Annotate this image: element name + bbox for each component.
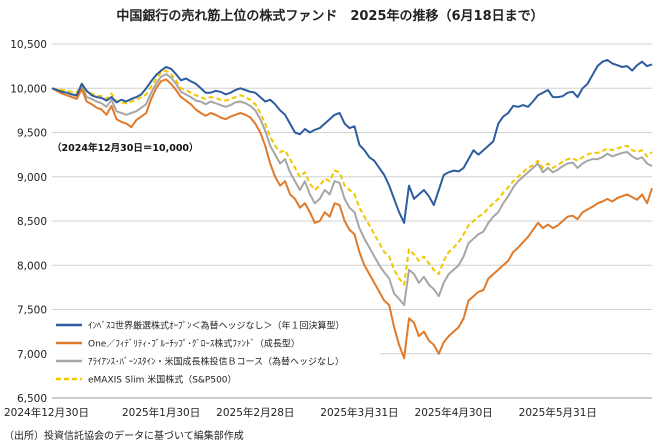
x-axis: 2024年12月30日 2025年1月30日 2025年2月28日 2025年3月31…: [4, 397, 652, 419]
y-tick-label: 9,500: [17, 128, 47, 140]
y-axis: 6,500 7,000 7,500 8,000 8,500 9,000 9,500 10,00…: [10, 39, 47, 405]
y-tick-label: 6,500: [17, 393, 47, 405]
x-tick-label: 2025年2月28日: [216, 406, 294, 419]
series-group: [51, 58, 653, 360]
chart-title: 中国銀行の売れ筋上位の株式ファンド 2025年の推移（6月18日まで）: [116, 8, 543, 24]
y-tick-label: 8,500: [17, 216, 47, 228]
series-line-3: [51, 73, 653, 307]
y-tick-label: 10,500: [10, 39, 47, 51]
x-tick-label: 2025年4月30日: [415, 406, 493, 419]
series-line-2: [51, 78, 653, 360]
legend-label-3: ｱﾗｲｱﾝｽ･ﾊﾞｰﾝｽﾀｲﾝ・米国成長株投信Ｂコース（為替ヘッジなし）: [88, 356, 344, 368]
series-line-1: [51, 58, 653, 224]
x-tick-label: 2025年1月30日: [122, 406, 200, 419]
baseline-note: （2024年12月30日＝10,000）: [52, 142, 199, 154]
source-note: （出所）投資信託協会のデータに基づいて編集部作成: [4, 429, 244, 442]
legend: ｲﾝﾍﾞｽｺ世界厳選株式ｵｰﾌﾟﾝ＜為替ヘッジなし＞（年１回決算型） One／ﾌｨ…: [56, 320, 345, 386]
x-tick-label: 2025年5月31日: [519, 406, 597, 419]
x-tick-label: 2025年3月31日: [320, 406, 398, 419]
legend-label-1: ｲﾝﾍﾞｽｺ世界厳選株式ｵｰﾌﾟﾝ＜為替ヘッジなし＞（年１回決算型）: [88, 320, 345, 332]
y-tick-label: 8,000: [17, 260, 47, 272]
x-tick-label: 2024年12月30日: [4, 406, 89, 419]
legend-label-2: One／ﾌｨﾃﾞﾘﾃｨ･ﾌﾞﾙｰﾁｯﾌﾟ･ｸﾞﾛｰｽ株式ﾌｧﾝﾄﾞ（成長型）: [88, 338, 300, 350]
legend-label-4: eMAXIS Slim 米国株式（S&P500）: [88, 374, 237, 386]
y-tick-label: 10,000: [10, 83, 47, 95]
y-tick-label: 9,000: [17, 172, 47, 184]
legend-background: [50, 310, 380, 386]
y-tick-label: 7,500: [17, 305, 47, 317]
series-line-4: [51, 69, 653, 286]
y-tick-label: 7,000: [17, 349, 47, 361]
